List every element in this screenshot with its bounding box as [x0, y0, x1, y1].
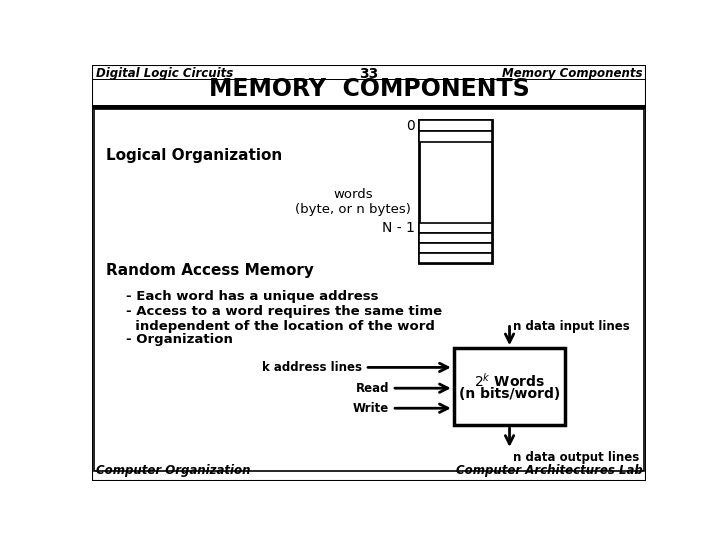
Bar [419, 233, 492, 242]
Bar [92, 79, 647, 80]
Text: Computer Organization: Computer Organization [96, 464, 250, 477]
Bar [419, 242, 492, 253]
Text: - Organization: - Organization [127, 333, 233, 346]
Text: k address lines: k address lines [262, 361, 362, 374]
Bar [92, 105, 647, 110]
Text: n data input lines: n data input lines [513, 320, 630, 333]
Bar [419, 120, 492, 262]
Text: Random Access Memory: Random Access Memory [106, 264, 313, 279]
Text: Digital Logic Circuits: Digital Logic Circuits [96, 67, 233, 80]
Text: n data output lines: n data output lines [513, 451, 639, 464]
Text: Logical Organization: Logical Organization [106, 148, 282, 163]
Text: Computer Architectures Lab: Computer Architectures Lab [456, 464, 642, 477]
Bar [419, 120, 492, 131]
Bar [454, 348, 565, 425]
Text: 33: 33 [359, 67, 379, 81]
Text: $2^k$ Words: $2^k$ Words [474, 372, 545, 389]
Text: MEMORY  COMPONENTS: MEMORY COMPONENTS [209, 77, 529, 102]
Bar [419, 131, 492, 142]
Text: Read: Read [356, 382, 389, 395]
Text: Write: Write [353, 402, 389, 415]
Text: - Each word has a unique address: - Each word has a unique address [127, 289, 379, 302]
Text: 0: 0 [407, 119, 415, 133]
Bar [94, 110, 644, 471]
Text: words
(byte, or n bytes): words (byte, or n bytes) [295, 188, 411, 216]
Text: (n bits/word): (n bits/word) [459, 387, 560, 401]
Bar [419, 222, 492, 233]
Text: Memory Components: Memory Components [502, 67, 642, 80]
Text: N - 1: N - 1 [382, 221, 415, 235]
Text: - Access to a word requires the same time
  independent of the location of the w: - Access to a word requires the same tim… [127, 305, 443, 333]
Bar [419, 253, 492, 262]
